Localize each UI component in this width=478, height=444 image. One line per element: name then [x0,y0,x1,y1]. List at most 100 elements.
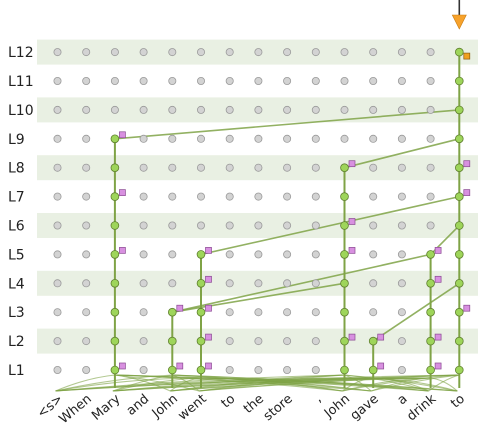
active-node-t11-L1 [368,365,378,375]
node-t1-L8 [82,163,91,172]
node-t9-L9 [311,134,320,143]
node-t6-L12 [225,48,234,57]
node-t11-L8 [369,163,378,172]
node-t12-L3 [397,308,406,317]
active-node-t10-L3 [340,307,349,317]
token-label-2: Mary [89,391,124,423]
node-t10-L11 [340,77,349,86]
head-marker-t5-L5 [205,247,212,254]
node-t12-L6 [397,221,406,230]
node-t8-L7 [283,192,292,201]
token-label-5: went [175,392,209,424]
node-t6-L2 [225,337,234,346]
input-edge-36 [371,374,460,392]
node-t5-L7 [196,192,205,201]
active-node-t5-L5 [196,250,206,259]
node-t4-L5 [168,250,177,259]
layer-label-L7: L7 [8,190,25,206]
cross-edge-5 [372,282,460,342]
active-node-t10-L1 [340,365,349,375]
node-t1-L7 [82,192,91,201]
active-node-t10-L2 [340,336,349,346]
node-t9-L2 [311,337,320,346]
active-node-t14-L1 [454,365,464,375]
node-t8-L12 [283,48,292,57]
layer-label-L11: L11 [8,74,34,90]
node-t13-L6 [426,221,435,230]
active-node-t14-L3 [454,307,464,317]
node-t13-L12 [426,48,435,57]
node-t8-L3 [283,308,292,317]
token-label-13: drink [404,391,439,424]
layer-label-L10: L10 [8,103,34,119]
node-t3-L3 [139,308,148,317]
active-node-t2-L2 [110,336,120,346]
cross-edge-2 [200,195,460,256]
node-t3-L1 [139,365,148,374]
node-t6-L8 [225,163,234,172]
active-node-t5-L1 [196,365,206,375]
node-t2-L10 [110,105,119,114]
node-t3-L5 [139,250,148,259]
node-t10-L10 [340,105,349,114]
active-node-t13-L3 [426,307,435,317]
node-t7-L1 [254,365,263,374]
node-t6-L6 [225,221,234,230]
node-t0-L11 [53,77,62,86]
head-marker-t4-L1 [176,362,184,370]
node-t12-L11 [397,77,406,86]
node-t3-L6 [139,221,148,230]
token-label-10: John [321,392,353,422]
node-t8-L4 [283,279,292,288]
token-label-1: When [57,392,95,427]
node-t9-L1 [311,365,320,374]
token-label-14: to [448,392,468,412]
node-t12-L7 [397,192,406,201]
node-t9-L5 [311,250,320,259]
head-marker-t10-L8 [348,160,356,168]
node-t12-L8 [397,163,406,172]
node-t0-L8 [53,163,62,172]
node-t1-L5 [82,250,91,259]
head-marker-t13-L2 [434,333,442,341]
node-t9-L10 [311,105,320,114]
node-t9-L11 [311,77,320,86]
head-marker-t14-L3 [463,304,471,312]
node-t1-L10 [82,105,91,114]
node-t4-L8 [168,163,177,172]
head-marker-t10-L6 [348,218,356,225]
node-t3-L2 [139,337,148,346]
active-node-t5-L4 [196,278,206,288]
active-node-t5-L3 [196,307,206,317]
node-t9-L12 [311,48,320,57]
active-node-t10-L5 [340,250,349,259]
node-t0-L12 [53,48,62,57]
head-marker-t14-L7 [463,189,471,196]
node-t13-L11 [426,77,435,86]
node-t0-L10 [53,105,62,114]
node-t8-L11 [283,77,292,86]
node-t3-L8 [139,163,148,172]
active-node-t10-L6 [340,221,349,230]
node-t4-L6 [168,221,177,230]
input-edge-20 [172,374,200,392]
node-t7-L4 [254,279,263,288]
node-t6-L5 [225,250,234,259]
node-t11-L10 [369,105,378,114]
active-node-t2-L5 [110,250,120,259]
head-marker-t11-L2 [377,333,385,341]
head-marker-t10-L2 [348,333,356,341]
active-node-t14-L10 [454,105,464,115]
node-t12-L2 [397,337,406,346]
node-t7-L7 [254,192,263,201]
node-t9-L3 [311,308,320,317]
node-t7-L9 [254,134,263,143]
node-t0-L5 [53,250,62,259]
output-arrow-head [451,14,467,30]
node-t7-L11 [254,77,263,86]
node-t6-L11 [225,77,234,86]
node-t11-L5 [369,250,378,259]
layer-label-L5: L5 [8,247,25,263]
node-t5-L10 [196,105,205,114]
